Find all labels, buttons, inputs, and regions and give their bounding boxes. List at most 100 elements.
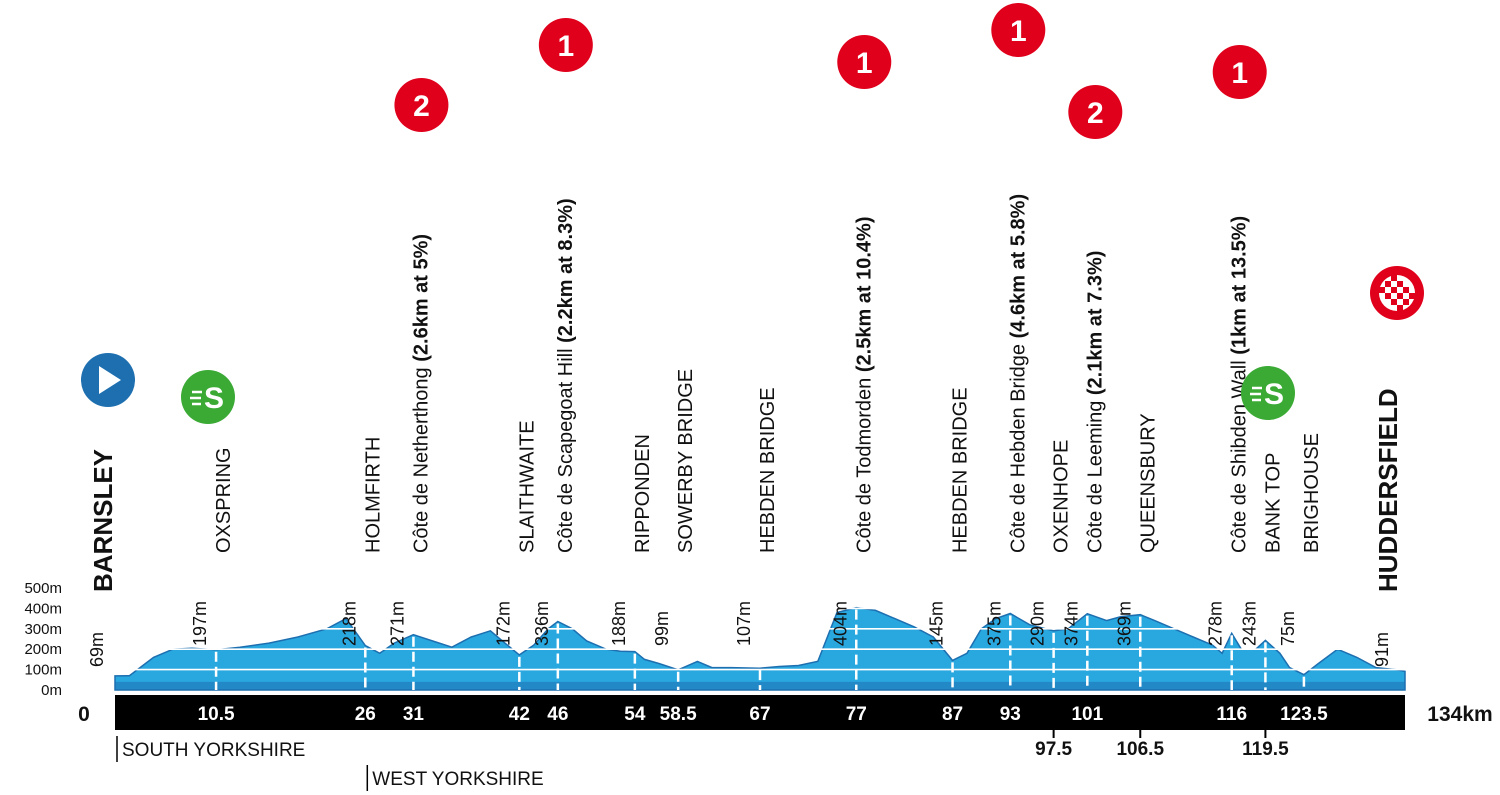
altitude-label: 271m (387, 601, 407, 646)
region-label: WEST YORKSHIRE (372, 769, 543, 790)
location-name: SLAITHWAITE (516, 420, 538, 553)
altitude-label: 404m (830, 601, 850, 646)
y-tick-label: 400m (24, 600, 62, 617)
y-tick-label: 500m (24, 580, 62, 597)
km-label: 58.5 (660, 704, 697, 725)
y-tick-label: 100m (24, 662, 62, 679)
km-label: 31 (403, 704, 425, 725)
location-name: Côte de Shibden Wall (1229, 360, 1251, 553)
sprint-label: S (204, 382, 224, 415)
altitude-label: 188m (609, 601, 629, 646)
y-tick-label: 300m (24, 621, 62, 638)
checkered-square (1391, 299, 1397, 305)
km-label: 67 (749, 704, 770, 725)
kom-category: 2 (1087, 97, 1104, 130)
checkered-square (1397, 293, 1403, 299)
altitude-label: 374m (1061, 601, 1081, 646)
kom-badge (538, 18, 593, 72)
location-label: Côte de Scapegoat Hill (2.2km at 8.3%) (555, 198, 577, 553)
altitude-label: 375m (984, 601, 1004, 646)
location-label: SLAITHWAITE (516, 420, 538, 553)
location-name: BRIGHOUSE (1301, 433, 1323, 553)
checkered-square (1385, 281, 1391, 287)
altitude-label: 145m (927, 601, 947, 646)
km-label: 97.5 (1035, 739, 1072, 760)
checkered-square (1397, 281, 1403, 287)
altitude-label: 172m (493, 601, 513, 646)
climb-detail: (1km at 13.5%) (1229, 216, 1251, 361)
km-label: 106.5 (1116, 739, 1164, 760)
location-label: QUEENSBURY (1137, 413, 1159, 553)
checkered-square (1391, 275, 1397, 281)
location-label: Côte de Hebden Bridge (4.6km at 5.8%) (1007, 194, 1029, 553)
y-tick-label: 200m (24, 641, 62, 658)
altitude-label: 369m (1114, 601, 1134, 646)
location-name: BANK TOP (1262, 453, 1284, 553)
elevation-profile (114, 606, 1406, 691)
km-label: 46 (547, 704, 568, 725)
location-label: OXSPRING (213, 447, 235, 553)
sprint-label: S (1264, 378, 1284, 411)
location-name: RIPPONDEN (632, 434, 654, 553)
end-town-label: BARNSLEY (88, 449, 118, 592)
altitude-label: 75m (1278, 611, 1298, 646)
checkered-square (1379, 287, 1385, 293)
kom-category: 1 (1231, 57, 1248, 90)
distance-bar: 0 134km 10.5 26 31 42 46 54 58.5 67 77 87 93 97.5 101 1… (78, 695, 1493, 760)
altitude-label: 278m (1206, 601, 1226, 646)
checkered-square (1409, 293, 1415, 299)
kom-badge (1212, 45, 1267, 99)
location-name: HOLMFIRTH (362, 437, 384, 553)
kom-badge (837, 35, 892, 89)
badges: 2 1 1 1 2 1 S S (81, 3, 1424, 424)
km-label: 10.5 (198, 704, 235, 725)
altitude-label: 107m (734, 601, 754, 646)
location-name: Côte de Scapegoat Hill (555, 348, 577, 553)
altitude-label: 218m (339, 601, 359, 646)
km-label: 87 (942, 704, 963, 725)
kom-category: 1 (856, 47, 873, 80)
sprint-icon (181, 370, 235, 424)
kom-category: 1 (1010, 15, 1027, 48)
kom-category: 2 (413, 90, 430, 123)
km-label: 42 (509, 704, 530, 725)
km-label: 26 (355, 704, 376, 725)
y-tick-label: 0m (41, 682, 62, 699)
kom-category: 1 (557, 30, 574, 63)
km-label: 116 (1216, 704, 1247, 725)
location-label: HEBDEN BRIDGE (757, 387, 779, 553)
checkered-square (1391, 287, 1397, 293)
kom-badge (1068, 85, 1123, 139)
checkered-square (1403, 299, 1409, 305)
climb-detail: (2.5km at 10.4%) (853, 216, 875, 377)
altitude-label: 290m (1028, 601, 1048, 646)
location-label: OXENHOPE (1051, 440, 1073, 553)
altitude-label: 336m (532, 601, 552, 646)
checkered-square (1385, 293, 1391, 299)
location-label: Côte de Todmorden (2.5km at 10.4%) (853, 216, 875, 553)
location-name: HEBDEN BRIDGE (757, 387, 779, 553)
elevation-axis: 0m 100m 200m 300m 400m 500m (24, 580, 62, 699)
location-label: HOLMFIRTH (362, 437, 384, 553)
climb-detail: (2.2km at 8.3%) (555, 198, 577, 348)
location-name: SOWERBY BRIDGE (675, 369, 697, 553)
region-labels: SOUTH YORKSHIRE WEST YORKSHIRE (116, 736, 544, 791)
location-label: Côte de Leeming (2.1km at 7.3%) (1084, 251, 1106, 553)
location-label: HEBDEN BRIDGE (950, 387, 972, 553)
km-label: 101 (1071, 704, 1103, 725)
km-label: 119.5 (1242, 739, 1289, 760)
kom-badge (991, 3, 1046, 57)
location-name: Côte de Hebden Bridge (1007, 344, 1029, 553)
end-town-label: HUDDERSFIELD (1373, 388, 1403, 592)
location-label: BANK TOP (1262, 453, 1284, 553)
location-label: SOWERBY BRIDGE (675, 369, 697, 553)
km-total-label: 134km (1427, 703, 1492, 726)
climb-detail: (4.6km at 5.8%) (1007, 194, 1029, 344)
location-label: Côte de Netherthong (2.6km at 5%) (410, 234, 432, 553)
location-name: Côte de Leeming (1084, 401, 1106, 553)
location-label: Côte de Shibden Wall (1km at 13.5%) (1229, 216, 1251, 553)
km-label: 93 (1000, 704, 1021, 725)
location-name: HEBDEN BRIDGE (950, 387, 972, 553)
